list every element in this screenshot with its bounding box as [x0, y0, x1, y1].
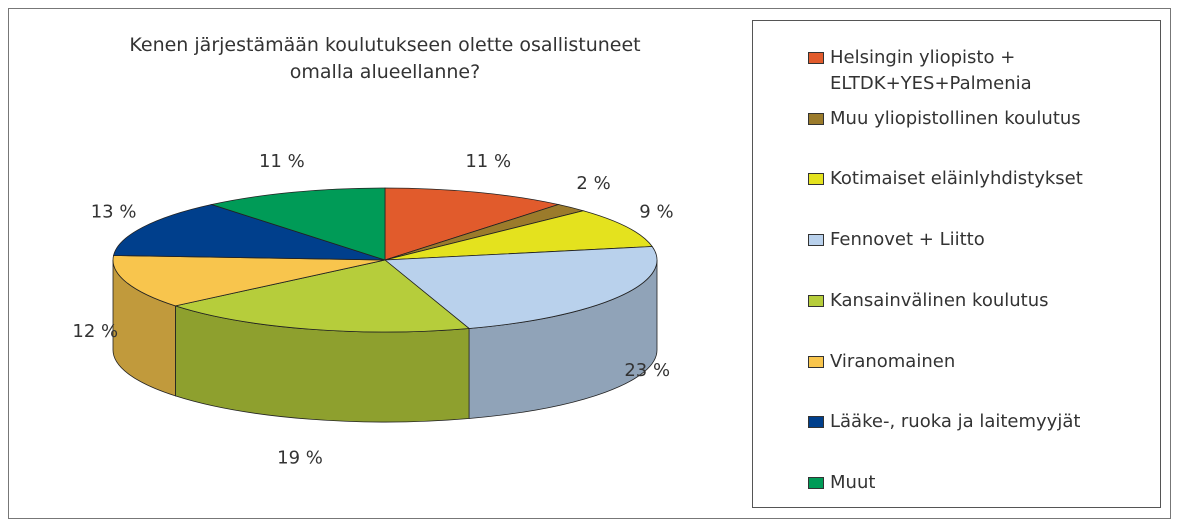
data-label: 11 % [259, 151, 305, 172]
chart-title: Kenen järjestämään koulutukseen olette o… [129, 34, 641, 83]
legend-item: Kansainvälinen koulutus [808, 288, 1049, 314]
legend: Helsingin yliopisto + ELTDK+YES+Palmenia… [752, 20, 1161, 508]
legend-swatch [808, 52, 824, 64]
slice [384, 210, 653, 261]
slice [383, 246, 658, 329]
legend-label: Helsingin yliopisto + ELTDK+YES+Palmenia [830, 47, 1032, 94]
legend-item: Muu yliopistollinen koulutus [808, 106, 1081, 132]
legend-item: Kotimaiset eläinlyhdistykset [808, 166, 1083, 192]
slice [113, 204, 386, 261]
data-label: 11 % [465, 151, 511, 172]
legend-swatch [808, 294, 824, 307]
data-label: 2 % [576, 173, 610, 194]
legend-swatch [808, 476, 824, 489]
legend-label: Muu yliopistollinen koulutus [830, 107, 1081, 129]
legend-item: Muut [808, 470, 875, 496]
slice [112, 255, 386, 307]
data-label: 12 % [72, 321, 118, 342]
chart-frame [8, 8, 1171, 519]
slice [173, 259, 471, 333]
data-label: 19 % [277, 448, 323, 469]
data-label: 9 % [639, 202, 673, 223]
slice [384, 187, 560, 261]
legend-item: Viranomainen [808, 349, 955, 375]
data-label: 23 % [624, 360, 670, 381]
legend-swatch [808, 234, 824, 247]
legend-swatch [808, 416, 824, 429]
legend-label: Fennovet + Liitto [830, 229, 985, 251]
chart: 11 % 2 % 9 % 23 % 19 % 12 % 13 % 11 % [72, 151, 673, 469]
legend-label: Muut [830, 471, 876, 493]
legend-label: Kansainvälinen koulutus [830, 289, 1049, 311]
legend-label: Kotimaiset eläinlyhdistykset [830, 168, 1083, 190]
legend-label: Viranomainen [830, 350, 956, 372]
legend-item: Lääke-, ruoka ja laitemyyjät [808, 409, 1080, 435]
data-label: 13 % [91, 202, 137, 223]
legend-item: Helsingin yliopisto + ELTDK+YES+Palmenia [808, 45, 1032, 97]
legend-label: Lääke-, ruoka ja laitemyyjät [830, 411, 1081, 433]
legend-swatch [808, 112, 824, 125]
legend-swatch [808, 173, 824, 186]
legend-item: Fennovet + Liitto [808, 227, 985, 253]
legend-swatch [808, 355, 824, 368]
slice [210, 187, 386, 261]
